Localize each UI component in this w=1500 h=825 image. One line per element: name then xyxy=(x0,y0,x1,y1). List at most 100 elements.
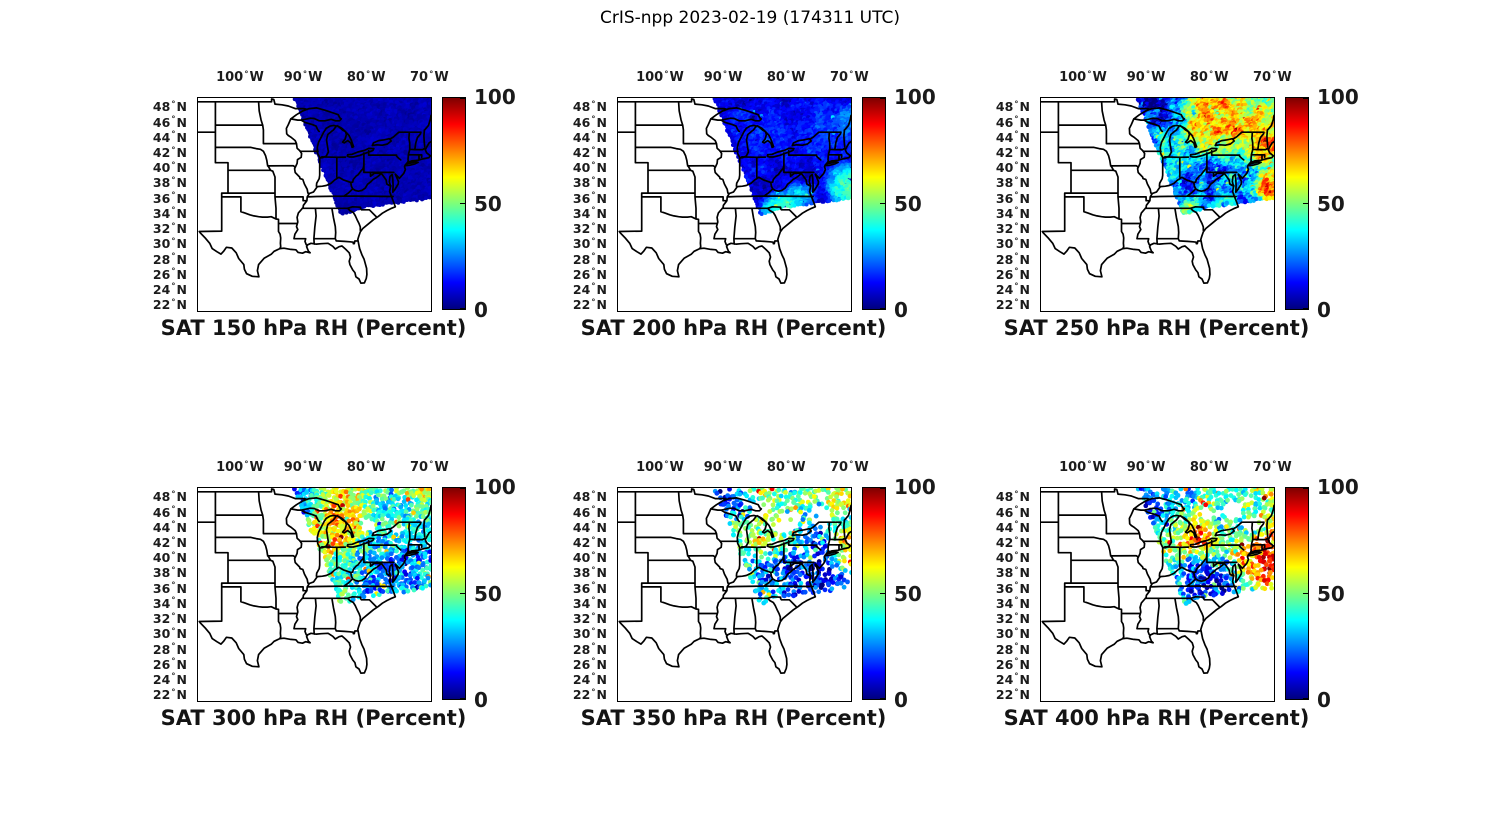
degree-symbol: ° xyxy=(785,459,791,470)
map-axes-400hpa xyxy=(1040,487,1275,702)
colorbar-tick xyxy=(880,487,885,489)
lon-tick-label: 80°W xyxy=(346,459,386,476)
lon-tick-label: 80°W xyxy=(766,459,806,476)
degree-symbol: ° xyxy=(591,206,596,217)
colorbar-tick xyxy=(460,308,465,310)
degree-symbol: ° xyxy=(591,550,596,561)
lat-tick-label: 46°N xyxy=(152,504,187,520)
lon-tick-label: 80°W xyxy=(346,69,386,86)
degree-symbol: ° xyxy=(171,191,176,202)
panel-title-400hpa: SAT 400 hPa RH (Percent) xyxy=(1003,706,1310,730)
lat-tick-label: 38°N xyxy=(995,565,1030,581)
degree-symbol: ° xyxy=(1014,550,1019,561)
degree-symbol: ° xyxy=(591,252,596,263)
colorbar-tick xyxy=(880,97,885,99)
lat-tick-label: 44°N xyxy=(995,519,1030,535)
lat-tick-label: 46°N xyxy=(995,114,1030,130)
lat-tick-label: 34°N xyxy=(572,205,607,221)
degree-symbol: ° xyxy=(1014,505,1019,516)
colorbar-400hpa xyxy=(1285,487,1309,700)
lat-tick-label: 40°N xyxy=(152,550,187,566)
lat-tick-label: 22°N xyxy=(152,687,187,703)
lat-tick-label: 42°N xyxy=(152,145,187,161)
degree-symbol: ° xyxy=(171,130,176,141)
lat-tick-label: 30°N xyxy=(572,626,607,642)
degree-symbol: ° xyxy=(171,535,176,546)
lat-tick-label: 30°N xyxy=(995,626,1030,642)
lat-tick-label: 28°N xyxy=(995,641,1030,657)
degree-symbol: ° xyxy=(591,520,596,531)
degree-symbol: ° xyxy=(429,69,434,80)
lat-tick-label: 28°N xyxy=(995,251,1030,267)
degree-symbol: ° xyxy=(171,687,176,698)
degree-symbol: ° xyxy=(591,657,596,668)
lon-tick-label: 70°W xyxy=(410,459,449,476)
us-state-borders-map xyxy=(618,98,851,285)
lat-tick-label: 40°N xyxy=(152,160,187,176)
degree-symbol: ° xyxy=(171,565,176,576)
colorbar-tick xyxy=(1303,202,1308,204)
lat-tick-label: 42°N xyxy=(572,145,607,161)
degree-symbol: ° xyxy=(1014,611,1019,622)
map-axes-350hpa xyxy=(617,487,852,702)
lat-tick-label: 26°N xyxy=(152,266,187,282)
degree-symbol: ° xyxy=(171,175,176,186)
degree-symbol: ° xyxy=(591,267,596,278)
degree-symbol: ° xyxy=(171,657,176,668)
degree-symbol: ° xyxy=(171,221,176,232)
colorbar-tick xyxy=(460,698,465,700)
rh-scatter-canvas-300hpa xyxy=(198,488,431,701)
lat-tick-label: 28°N xyxy=(572,251,607,267)
lat-tick-label: 24°N xyxy=(572,671,607,687)
degree-symbol: ° xyxy=(849,459,854,470)
degree-symbol: ° xyxy=(591,535,596,546)
colorbar-tick xyxy=(1303,698,1308,700)
map-axes-250hpa xyxy=(1040,97,1275,312)
lat-tick-label: 38°N xyxy=(572,565,607,581)
degree-symbol: ° xyxy=(591,130,596,141)
lat-tick-label: 24°N xyxy=(995,671,1030,687)
lat-tick-label: 26°N xyxy=(995,266,1030,282)
lat-tick-label: 30°N xyxy=(152,626,187,642)
figure-title: CrIS-npp 2023-02-19 (174311 UTC) xyxy=(599,8,901,28)
degree-symbol: ° xyxy=(365,69,371,80)
degree-symbol: ° xyxy=(1272,69,1277,80)
rh-scatter-canvas-400hpa xyxy=(1041,488,1274,701)
map-axes-150hpa xyxy=(197,97,432,312)
panel-title-150hpa: SAT 150 hPa RH (Percent) xyxy=(160,316,467,340)
degree-symbol: ° xyxy=(1208,459,1214,470)
us-state-borders-map xyxy=(198,98,431,285)
lat-tick-label: 44°N xyxy=(152,519,187,535)
degree-symbol: ° xyxy=(171,611,176,622)
rh-scatter-canvas-200hpa xyxy=(618,98,851,311)
degree-symbol: ° xyxy=(1014,282,1019,293)
colorbar-tick-label: 50 xyxy=(1317,581,1345,606)
lat-tick-label: 22°N xyxy=(995,687,1030,703)
degree-symbol: ° xyxy=(591,221,596,232)
degree-symbol: ° xyxy=(171,115,176,126)
degree-symbol: ° xyxy=(171,672,176,683)
lat-tick-label: 38°N xyxy=(995,175,1030,191)
degree-symbol: ° xyxy=(1208,69,1214,80)
degree-symbol: ° xyxy=(591,99,596,110)
lat-tick-label: 42°N xyxy=(995,145,1030,161)
degree-symbol: ° xyxy=(1014,160,1019,171)
lat-tick-label: 44°N xyxy=(572,129,607,145)
colorbar-250hpa xyxy=(1285,97,1309,310)
lat-tick-label: 40°N xyxy=(995,550,1030,566)
degree-symbol: ° xyxy=(302,459,308,470)
lat-tick-label: 36°N xyxy=(995,190,1030,206)
lon-tick-label: 70°W xyxy=(1253,459,1292,476)
degree-symbol: ° xyxy=(302,69,308,80)
degree-symbol: ° xyxy=(1087,69,1092,80)
lon-tick-label: 70°W xyxy=(410,69,449,86)
lat-tick-label: 48°N xyxy=(572,489,607,505)
lon-tick-label: 80°W xyxy=(1189,459,1229,476)
lat-tick-label: 32°N xyxy=(152,221,187,237)
lat-tick-label: 24°N xyxy=(572,281,607,297)
lat-tick-label: 24°N xyxy=(152,671,187,687)
degree-symbol: ° xyxy=(171,581,176,592)
degree-symbol: ° xyxy=(591,191,596,202)
